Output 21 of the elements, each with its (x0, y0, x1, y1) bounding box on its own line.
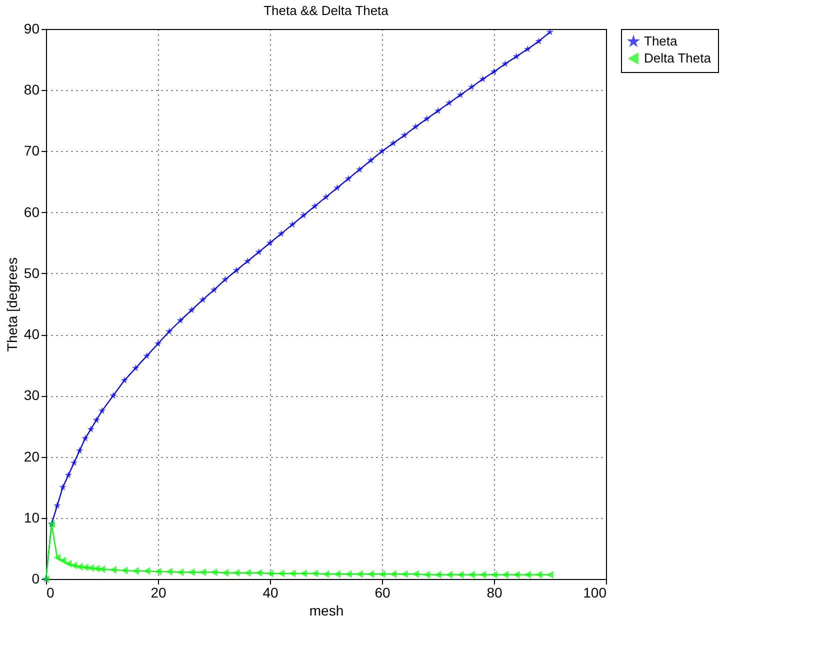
y-tick-label: 40 (24, 326, 40, 342)
chart-title: Theta && Delta Theta (264, 3, 390, 18)
y-axis-title: Theta [degrees (4, 257, 20, 352)
y-tick-label: 30 (24, 387, 40, 404)
y-tick-label: 50 (24, 264, 40, 281)
x-tick-label: 0 (46, 584, 54, 600)
y-tick-label: 90 (24, 20, 40, 36)
y-tick-label: 10 (24, 509, 40, 526)
x-tick-label: 100 (583, 584, 607, 600)
x-axis-title: mesh (309, 602, 344, 618)
x-tick-label: 20 (150, 584, 166, 600)
y-tick-label: 0 (32, 570, 40, 586)
y-tick-label: 70 (24, 142, 40, 159)
y-tick-label: 80 (24, 82, 40, 98)
x-tick-label: 80 (486, 584, 502, 600)
legend-label: Delta Theta (644, 50, 712, 66)
y-tick-label: 60 (24, 204, 40, 220)
y-tick-label: 20 (24, 448, 40, 464)
x-tick-label: 40 (262, 584, 278, 600)
legend-label: Theta (644, 34, 678, 48)
x-tick-label: 60 (374, 584, 390, 600)
